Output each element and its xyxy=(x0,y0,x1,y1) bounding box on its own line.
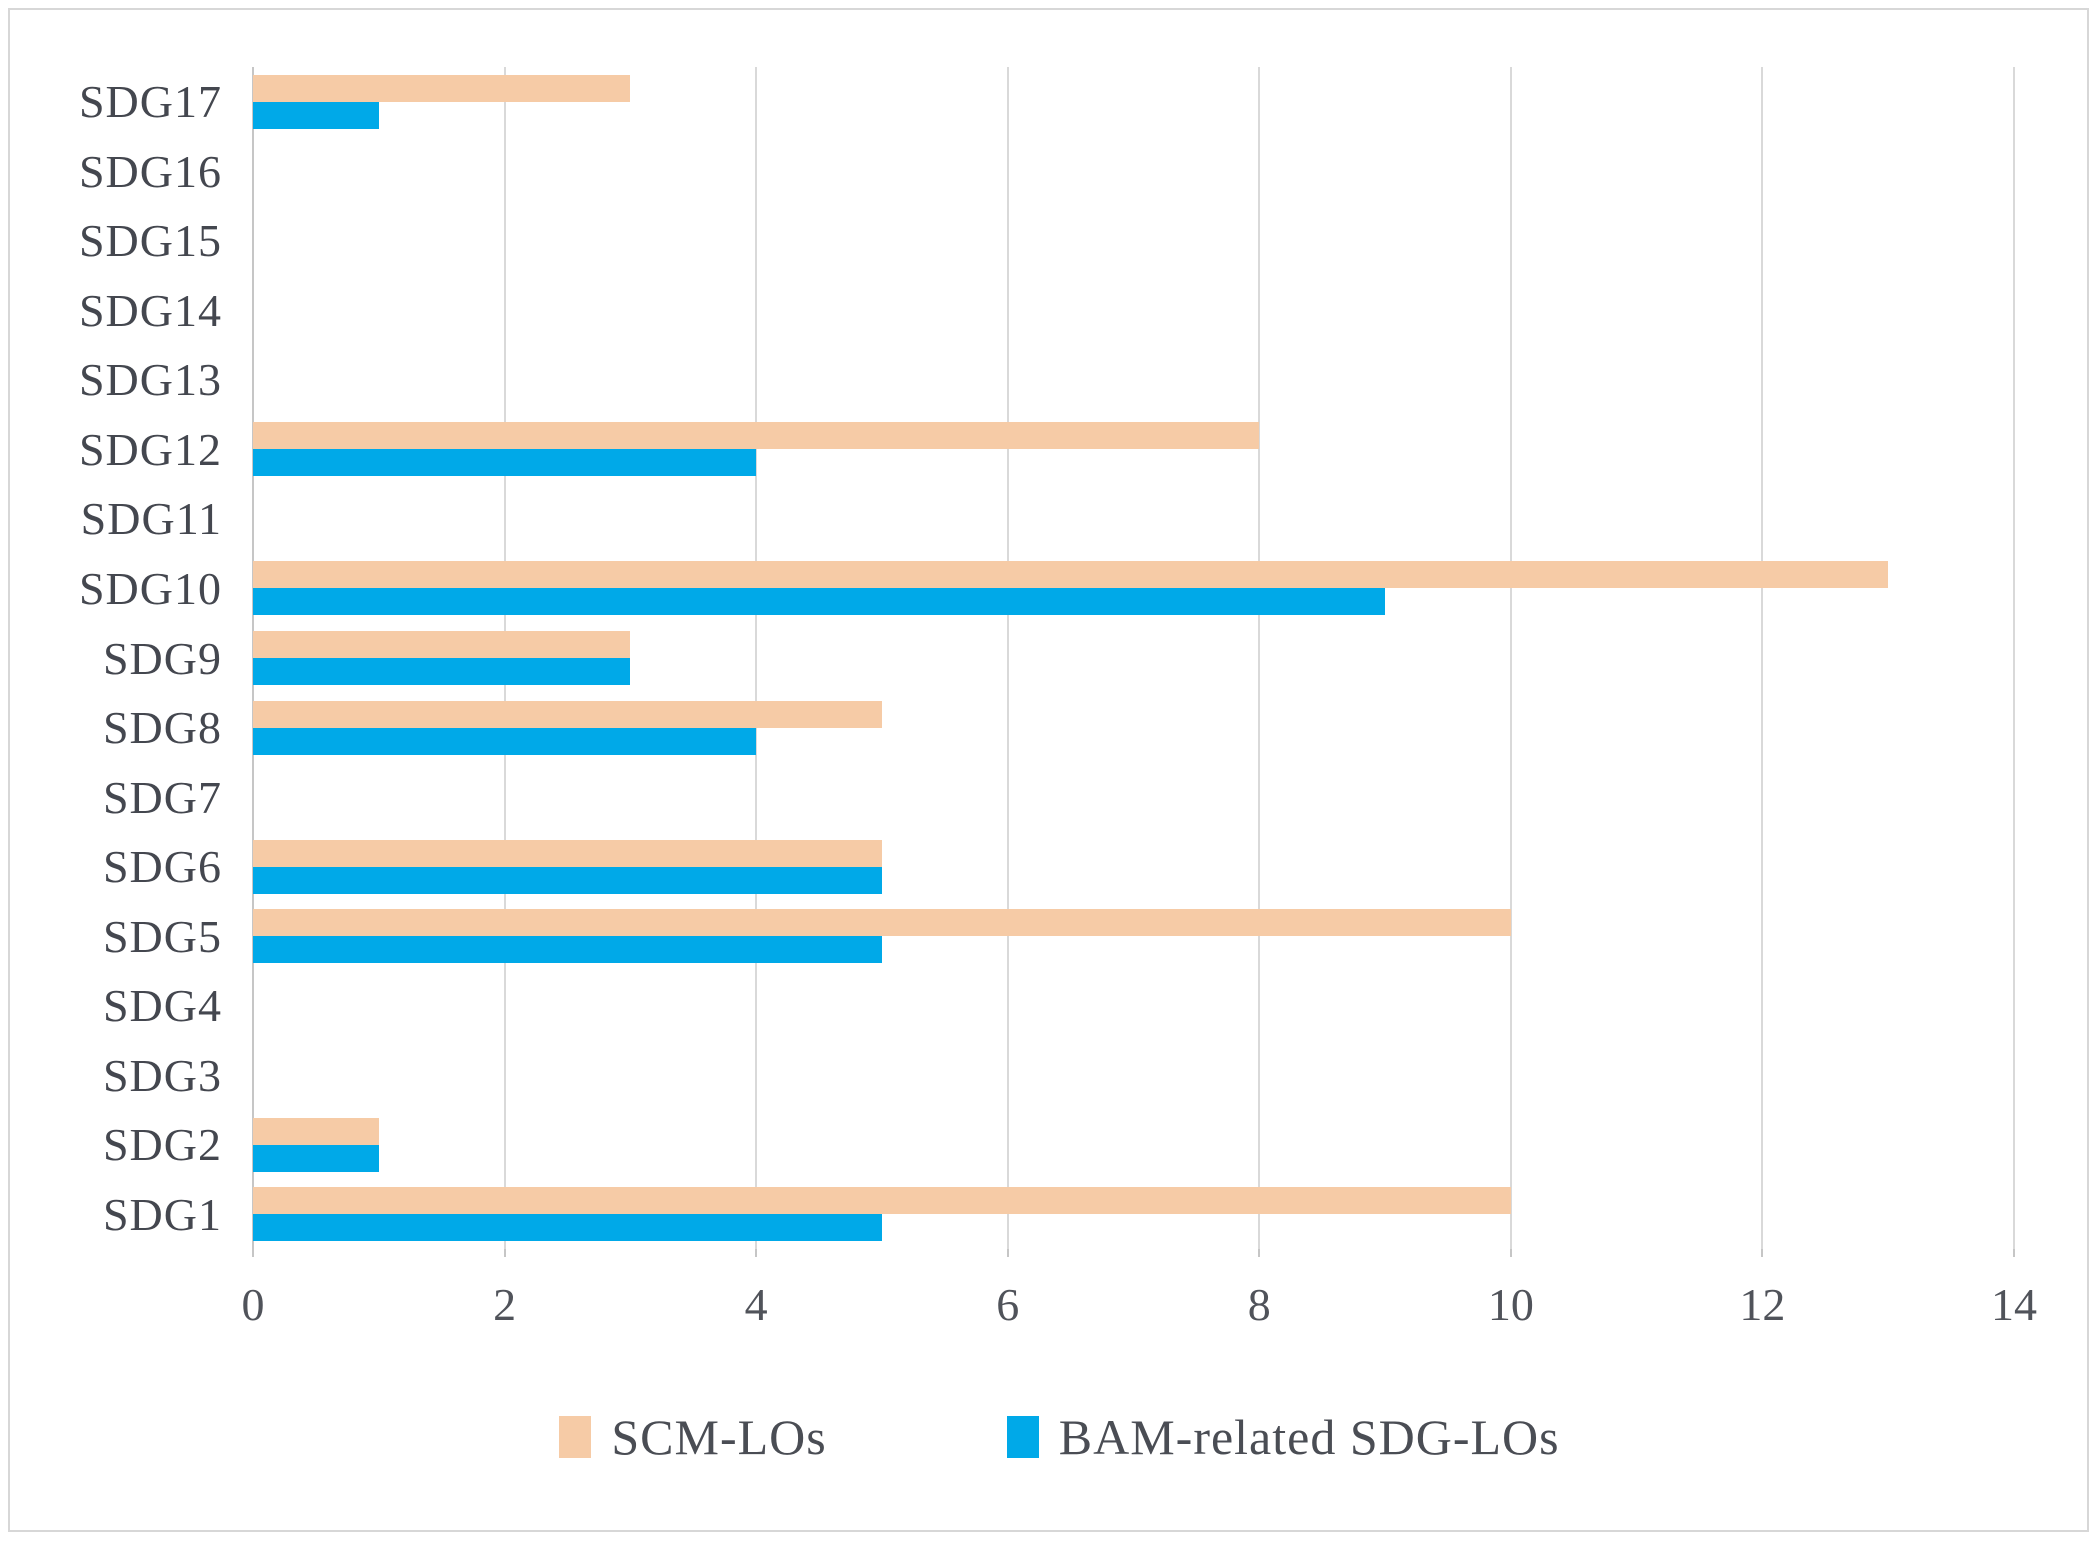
x-tick-label-6: 6 xyxy=(996,1279,1020,1330)
category-label-sdg7: SDG7 xyxy=(102,771,222,823)
bar-sdg12-scm-los xyxy=(253,422,1260,450)
bar-sdg6-bam-related-sdg-los xyxy=(253,866,882,894)
bar-row-sdg10 xyxy=(253,554,2014,624)
bar-sdg1-bam-related-sdg-los xyxy=(253,1214,882,1242)
category-label-sdg15: SDG15 xyxy=(78,215,222,267)
bar-sdg6-scm-los xyxy=(253,839,882,867)
x-tick-label-2: 2 xyxy=(493,1279,517,1330)
bar-row-sdg3 xyxy=(253,1040,2014,1110)
bar-sdg5-bam-related-sdg-los xyxy=(253,936,882,964)
bam-related-sdg-los-swatch-icon xyxy=(1006,1416,1039,1458)
chart-frame: SDG17 SDG16 SDG15 SDG14 SDG13 SDG12 SDG11 SDG10… xyxy=(8,8,2089,1532)
gridline-6 xyxy=(1006,67,1009,1249)
x-tick-label-0: 0 xyxy=(241,1279,265,1330)
category-label-sdg6: SDG6 xyxy=(102,841,222,893)
category-label-sdg11: SDG11 xyxy=(80,493,222,545)
gridline-12 xyxy=(1761,67,1764,1249)
tick-mark-4 xyxy=(755,1249,758,1257)
bar-sdg17-bam-related-sdg-los xyxy=(253,101,379,129)
tick-mark-8 xyxy=(1258,1249,1261,1257)
bar-sdg1-scm-los xyxy=(253,1187,1511,1215)
gridline-4 xyxy=(755,67,758,1249)
bar-sdg10-bam-related-sdg-los xyxy=(253,588,1386,616)
category-label-sdg12: SDG12 xyxy=(78,423,222,475)
y-axis-category-labels: SDG17 SDG16 SDG15 SDG14 SDG13 SDG12 SDG11 SDG10… xyxy=(10,67,222,1249)
bar-row-sdg13 xyxy=(253,345,2014,415)
category-label-sdg16: SDG16 xyxy=(78,145,222,197)
category-label-sdg9: SDG9 xyxy=(102,632,222,684)
x-tick-label-14: 14 xyxy=(1991,1279,2037,1330)
x-tick-label-12: 12 xyxy=(1739,1279,1786,1330)
category-label-sdg3: SDG3 xyxy=(102,1049,222,1101)
bar-row-sdg5 xyxy=(253,901,2014,971)
bar-row-sdg9 xyxy=(253,623,2014,693)
legend: SCM-LOs BAM-related SDG-LOs xyxy=(10,1408,2099,1466)
category-label-sdg10: SDG10 xyxy=(78,562,222,614)
bar-row-sdg1 xyxy=(253,1180,2014,1250)
bar-sdg12-bam-related-sdg-los xyxy=(253,449,757,477)
category-label-sdg2: SDG2 xyxy=(102,1119,222,1171)
gridline-10 xyxy=(1509,67,1512,1249)
category-label-sdg17: SDG17 xyxy=(78,76,222,128)
gridline-14 xyxy=(2013,67,2015,1249)
bar-sdg10-scm-los xyxy=(253,561,1889,589)
category-label-sdg8: SDG8 xyxy=(102,702,222,754)
x-axis-tick-labels: 0 2 4 6 8 10 12 14 xyxy=(242,1278,2038,1338)
bar-row-sdg4 xyxy=(253,971,2014,1041)
bar-sdg2-scm-los xyxy=(253,1117,379,1145)
bar-rows xyxy=(253,67,2014,1249)
bar-sdg5-scm-los xyxy=(253,909,1511,937)
bar-row-sdg6 xyxy=(253,832,2014,902)
tick-mark-12 xyxy=(1761,1249,1764,1257)
bar-row-sdg14 xyxy=(253,276,2014,346)
tick-mark-0 xyxy=(252,1249,254,1257)
tick-mark-10 xyxy=(1509,1249,1512,1257)
x-tick-label-4: 4 xyxy=(744,1279,768,1330)
tick-mark-6 xyxy=(1006,1249,1009,1257)
bar-sdg8-scm-los xyxy=(253,700,882,728)
legend-label-bam-related-sdg-los: BAM-related SDG-LOs xyxy=(1058,1409,1560,1465)
bar-row-sdg12 xyxy=(253,415,2014,485)
bar-row-sdg16 xyxy=(253,137,2014,207)
plot-area xyxy=(252,67,2015,1257)
x-tick-label-10: 10 xyxy=(1487,1279,1534,1330)
bar-row-sdg15 xyxy=(253,206,2014,276)
bar-row-sdg11 xyxy=(253,484,2014,554)
tick-mark-2 xyxy=(503,1249,506,1257)
legend-label-scm-los: SCM-LOs xyxy=(611,1409,827,1465)
category-label-sdg4: SDG4 xyxy=(102,980,222,1032)
bar-row-sdg8 xyxy=(253,693,2014,763)
bar-sdg17-scm-los xyxy=(253,74,631,102)
bar-sdg2-bam-related-sdg-los xyxy=(253,1144,379,1172)
bar-row-sdg17 xyxy=(253,67,2014,137)
tick-mark-14 xyxy=(2013,1249,2015,1257)
bar-sdg8-bam-related-sdg-los xyxy=(253,727,757,755)
bar-sdg9-scm-los xyxy=(253,631,631,659)
bar-row-sdg2 xyxy=(253,1110,2014,1180)
legend-item-bam-related-sdg-los: BAM-related SDG-LOs xyxy=(1006,1408,1560,1466)
scm-los-swatch-icon xyxy=(559,1416,592,1458)
bar-row-sdg7 xyxy=(253,762,2014,832)
category-label-sdg14: SDG14 xyxy=(78,284,222,336)
bar-sdg9-bam-related-sdg-los xyxy=(253,658,631,686)
gridline-8 xyxy=(1258,67,1261,1249)
category-label-sdg1: SDG1 xyxy=(102,1188,222,1240)
x-tick-label-8: 8 xyxy=(1247,1279,1271,1330)
category-label-sdg5: SDG5 xyxy=(102,910,222,962)
legend-item-scm-los: SCM-LOs xyxy=(559,1408,826,1466)
category-label-sdg13: SDG13 xyxy=(78,354,222,406)
